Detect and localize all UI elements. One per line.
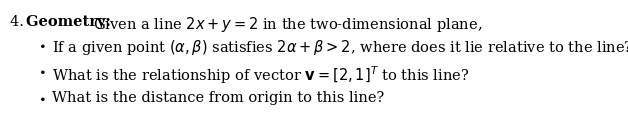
Text: What is the relationship of vector $\mathbf{v} = [2, 1]^T$ to this line?: What is the relationship of vector $\mat…	[52, 65, 469, 86]
Text: Geometry:: Geometry:	[26, 15, 121, 29]
Text: $\bullet$: $\bullet$	[38, 38, 46, 51]
Text: 4.: 4.	[10, 15, 33, 29]
Text: What is the distance from origin to this line?: What is the distance from origin to this…	[52, 91, 384, 105]
Text: $\bullet$: $\bullet$	[38, 65, 46, 78]
Text: Given a line $2x + y = 2$ in the two-dimensional plane,: Given a line $2x + y = 2$ in the two-dim…	[93, 15, 482, 34]
Text: If a given point $(\alpha, \beta)$ satisfies $2\alpha + \beta > 2$, where does i: If a given point $(\alpha, \beta)$ satis…	[52, 38, 628, 57]
Text: $\bullet$: $\bullet$	[38, 91, 46, 104]
